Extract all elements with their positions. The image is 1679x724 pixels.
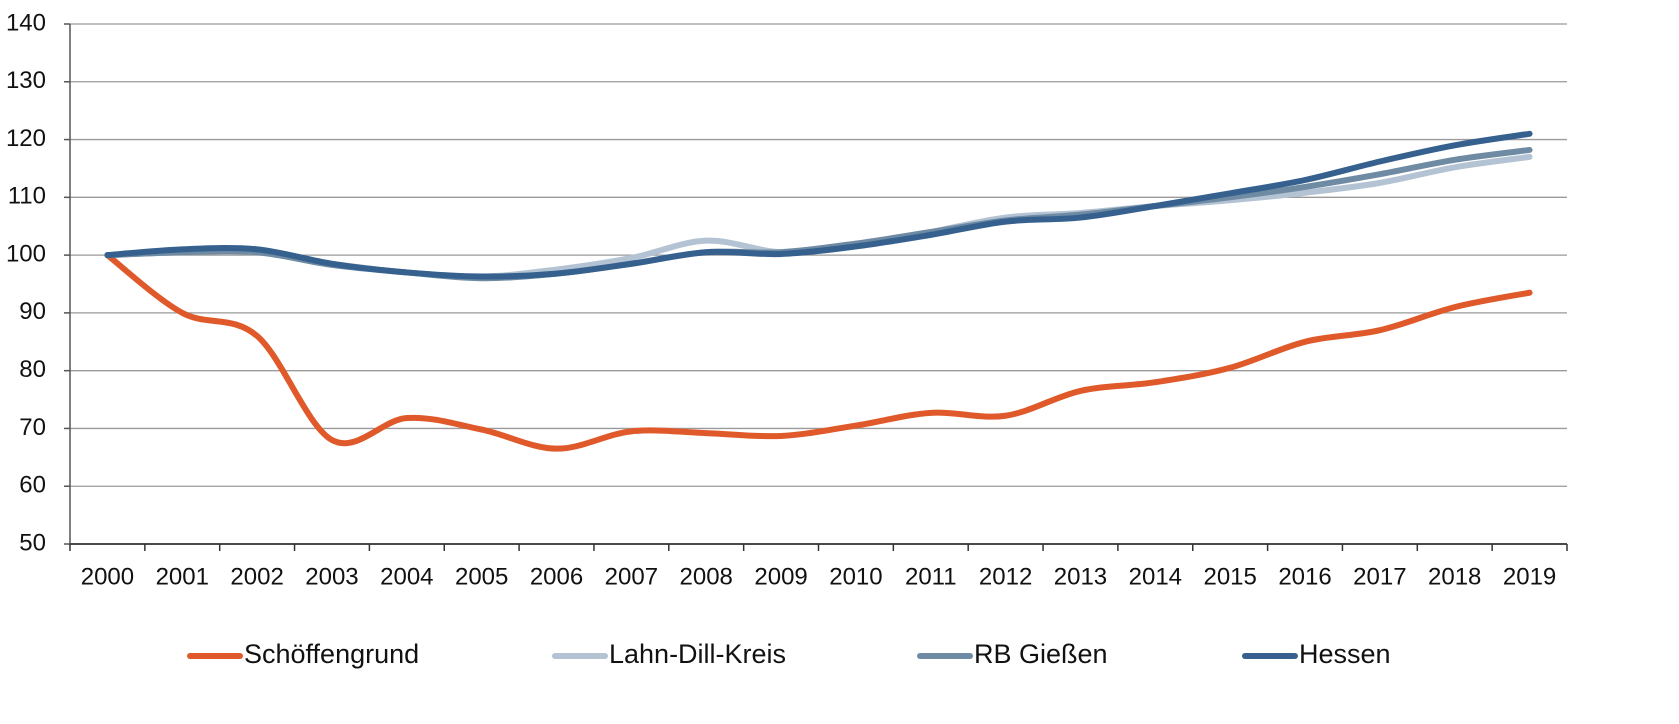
- x-tick-label: 2010: [829, 563, 882, 590]
- y-tick-label: 130: [6, 67, 46, 94]
- x-tick-label: 2005: [455, 563, 508, 590]
- x-tick-label: 2008: [680, 563, 733, 590]
- x-tick-label: 2009: [754, 563, 807, 590]
- line-series: [104, 130, 1533, 280]
- x-tick-label: 2006: [530, 563, 583, 590]
- x-tick-label: 2011: [905, 563, 957, 590]
- x-tick-label: 2019: [1503, 563, 1556, 590]
- y-tick-label: 80: [19, 356, 46, 383]
- y-tick-label: 60: [19, 472, 46, 499]
- y-tick-label: 70: [19, 414, 46, 441]
- x-tick-label: 2007: [605, 563, 658, 590]
- y-tick-label: 90: [19, 298, 46, 325]
- x-tick-label: 2003: [305, 563, 358, 590]
- legend-label: RB Gießen: [974, 639, 1108, 669]
- y-tick-label: 110: [8, 183, 46, 210]
- x-tick-label: 2014: [1129, 563, 1182, 590]
- y-tick-label: 100: [6, 240, 46, 267]
- x-tick-label: 2000: [81, 563, 134, 590]
- x-tick-label: 2002: [230, 563, 283, 590]
- x-tick-label: 2018: [1428, 563, 1481, 590]
- y-tick-label: 50: [19, 529, 46, 556]
- y-tick-label: 140: [6, 9, 46, 36]
- line-series: [104, 252, 1533, 452]
- x-tick-label: 2004: [380, 563, 433, 590]
- x-tick-label: 2016: [1278, 563, 1331, 590]
- x-tick-label: 2001: [156, 563, 209, 590]
- legend-label: Schöffengrund: [244, 639, 419, 669]
- legend: Schöffengrund Lahn-Dill-Kreis RB Gießen Hes…: [187, 639, 1391, 669]
- legend-label: Hessen: [1299, 639, 1391, 669]
- x-tick-label: 2015: [1203, 563, 1256, 590]
- legend-label: Lahn-Dill-Kreis: [609, 639, 786, 669]
- x-tick-label: 2012: [979, 563, 1032, 590]
- x-tick-label: 2013: [1054, 563, 1107, 590]
- y-tick-label: 120: [6, 125, 46, 152]
- x-tick-label: 2017: [1353, 563, 1406, 590]
